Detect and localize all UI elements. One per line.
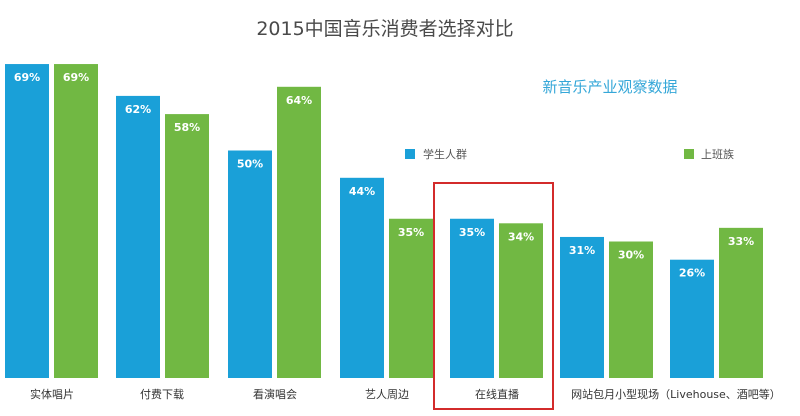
bar-student-4-label: 35% [459, 226, 485, 239]
labels-layer: 69% 69% 62% 58% 50% 64% 44% 35% 35% 34% 31% 30% 26% 3… [14, 71, 754, 280]
bars-layer [5, 64, 763, 379]
category-label-1: 付费下载 [140, 388, 184, 401]
bar-student-0-label: 69% [14, 71, 40, 84]
category-label-2: 看演唱会 [253, 387, 297, 401]
chart-title: 2015中国音乐消费者选择对比 [256, 18, 513, 40]
chart-subtitle: 新音乐产业观察数据 [542, 78, 677, 96]
bar-worker-5-label: 30% [618, 249, 644, 262]
legend-label-worker: 上班族 [701, 147, 734, 161]
bar-student-4 [450, 218, 494, 378]
category-labels-layer: 实体唱片 付费下载 看演唱会 艺人周边 在线直播 网站包月小型现场（Livehouse、酒… [30, 387, 781, 401]
bar-worker-4-label: 34% [508, 230, 534, 243]
bar-student-2 [228, 150, 272, 378]
bar-student-5 [560, 236, 604, 378]
legend-swatch-worker [684, 149, 694, 159]
bar-worker-2-label: 64% [286, 94, 312, 107]
bar-worker-5 [609, 241, 653, 378]
bar-student-3-label: 44% [349, 185, 375, 198]
bar-student-2-label: 50% [237, 158, 263, 171]
bar-student-extra [670, 259, 714, 378]
bar-student-3 [340, 177, 384, 378]
bar-student-0 [5, 64, 49, 379]
bar-worker-1-label: 58% [174, 121, 200, 134]
bar-worker-2 [277, 86, 321, 379]
category-label-0: 实体唱片 [30, 387, 74, 401]
bar-student-extra-label: 26% [679, 267, 705, 280]
bar-worker-0 [54, 64, 98, 379]
bar-worker-3-label: 35% [398, 226, 424, 239]
category-label-3: 艺人周边 [365, 388, 409, 401]
bar-worker-extra [719, 227, 763, 378]
legend: 学生人群 上班族 [405, 147, 734, 161]
legend-label-student: 学生人群 [423, 147, 467, 161]
legend-swatch-student [405, 149, 415, 159]
highlight-box [433, 182, 554, 410]
bar-student-1 [116, 95, 160, 379]
bar-worker-3 [389, 218, 433, 378]
bar-student-1-label: 62% [125, 103, 151, 116]
bar-worker-4 [499, 223, 543, 378]
category-label-5: 网站包月小型现场（Livehouse、酒吧等） [571, 387, 781, 401]
bar-worker-1 [165, 114, 209, 378]
category-label-4: 在线直播 [475, 387, 519, 401]
bar-worker-extra-label: 33% [728, 235, 754, 248]
bar-student-5-label: 31% [569, 244, 595, 257]
bar-worker-0-label: 69% [63, 71, 89, 84]
